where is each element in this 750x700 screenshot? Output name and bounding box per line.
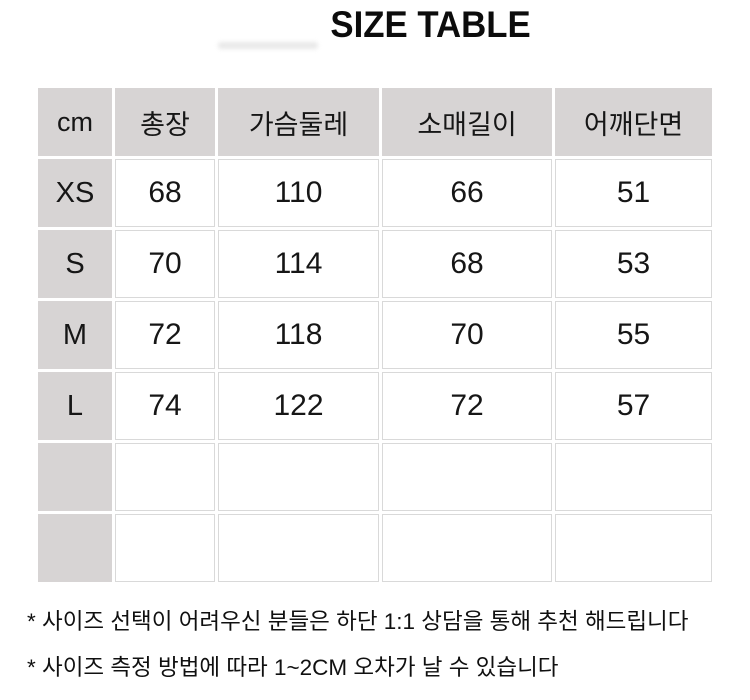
- column-header-sleeve: 소매길이: [382, 88, 552, 156]
- size-label-cell: [38, 443, 112, 511]
- unit-header-cell: cm: [38, 88, 112, 156]
- column-header-total-length: 총장: [115, 88, 215, 156]
- measurement-tolerance-note: * 사이즈 측정 방법에 따라 1~2CM 오차가 날 수 있습니다: [27, 655, 559, 680]
- column-header-shoulder: 어깨단면: [555, 88, 712, 156]
- size-label-cell: L: [38, 372, 112, 440]
- value-cell: 70: [115, 230, 215, 298]
- value-cell: 53: [555, 230, 712, 298]
- value-cell: 68: [115, 159, 215, 227]
- page-title: SIZE TABLE: [330, 4, 532, 45]
- value-cell: 72: [382, 372, 552, 440]
- table-row-s: S 70 114 68 53: [38, 230, 712, 298]
- value-cell: [218, 443, 379, 511]
- size-label-cell: XS: [38, 159, 112, 227]
- value-cell: 57: [555, 372, 712, 440]
- value-cell: 110: [218, 159, 379, 227]
- value-cell: 55: [555, 301, 712, 369]
- value-cell: 72: [115, 301, 215, 369]
- size-table: cm 총장 가슴둘레 소매길이 어깨단면 XS 68 110 66 51 S 7…: [35, 85, 715, 585]
- title-bar: SIZE TABLE: [0, 4, 750, 46]
- value-cell: 122: [218, 372, 379, 440]
- value-cell: [115, 443, 215, 511]
- table-row-m: M 72 118 70 55: [38, 301, 712, 369]
- value-cell: [218, 514, 379, 582]
- table-header-row: cm 총장 가슴둘레 소매길이 어깨단면: [38, 88, 712, 156]
- value-cell: 74: [115, 372, 215, 440]
- value-cell: [555, 514, 712, 582]
- value-cell: 66: [382, 159, 552, 227]
- size-label-cell: [38, 514, 112, 582]
- faint-watermark: [218, 42, 318, 49]
- table-row-l: L 74 122 72 57: [38, 372, 712, 440]
- table-row-empty: [38, 514, 712, 582]
- value-cell: [115, 514, 215, 582]
- table-row-empty: [38, 443, 712, 511]
- size-label-cell: M: [38, 301, 112, 369]
- value-cell: 118: [218, 301, 379, 369]
- size-label-cell: S: [38, 230, 112, 298]
- value-cell: 70: [382, 301, 552, 369]
- column-header-chest: 가슴둘레: [218, 88, 379, 156]
- value-cell: 68: [382, 230, 552, 298]
- value-cell: [555, 443, 712, 511]
- table-row-xs: XS 68 110 66 51: [38, 159, 712, 227]
- value-cell: [382, 443, 552, 511]
- value-cell: 51: [555, 159, 712, 227]
- value-cell: 114: [218, 230, 379, 298]
- value-cell: [382, 514, 552, 582]
- size-recommendation-note: * 사이즈 선택이 어려우신 분들은 하단 1:1 상담을 통해 추천 해드립니…: [27, 609, 689, 634]
